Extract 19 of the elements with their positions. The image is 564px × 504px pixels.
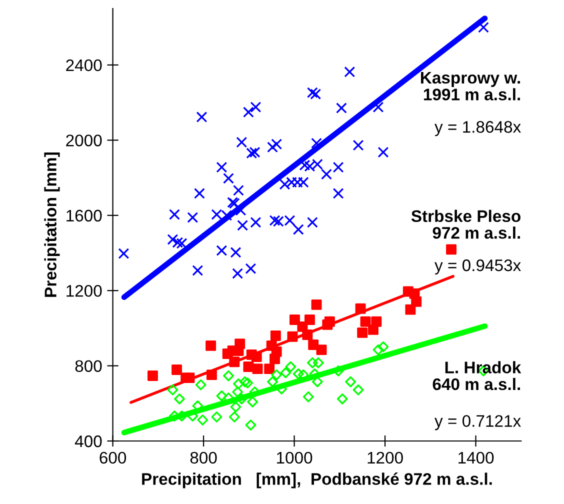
- annotation: y = 0.7121x: [434, 415, 521, 430]
- annotation: y = 0.9453x: [434, 259, 521, 275]
- x-tick-label: 1200: [368, 452, 403, 464]
- x-tick-label: 800: [190, 452, 217, 464]
- x-tick-label: 1400: [458, 452, 494, 464]
- y-tick-label: 1600: [66, 210, 102, 222]
- y-tick-label: 1200: [66, 284, 102, 297]
- y-tick-label: 2400: [66, 59, 102, 72]
- y-axis-title: Precipitation [mm]: [44, 152, 60, 297]
- y-tick-label: 800: [75, 360, 102, 372]
- annotation: y = 1.8648x: [434, 121, 521, 136]
- y-tick-label: 2000: [66, 134, 102, 146]
- x-tick-label: 600: [100, 452, 126, 464]
- x-tick-label: 1000: [277, 452, 312, 464]
- annotation: Strbske Pleso 972 m a.s.l.: [411, 210, 520, 239]
- x-axis-title: Precipitation [mm], Podbanské 972 m a.s.l.: [142, 472, 492, 488]
- y-tick-label: 400: [74, 435, 102, 448]
- annotation: L. Hradok 640 m a.s.l.: [432, 361, 522, 390]
- annotation: Kasprowy w. 1991 m a.s.l.: [421, 72, 520, 100]
